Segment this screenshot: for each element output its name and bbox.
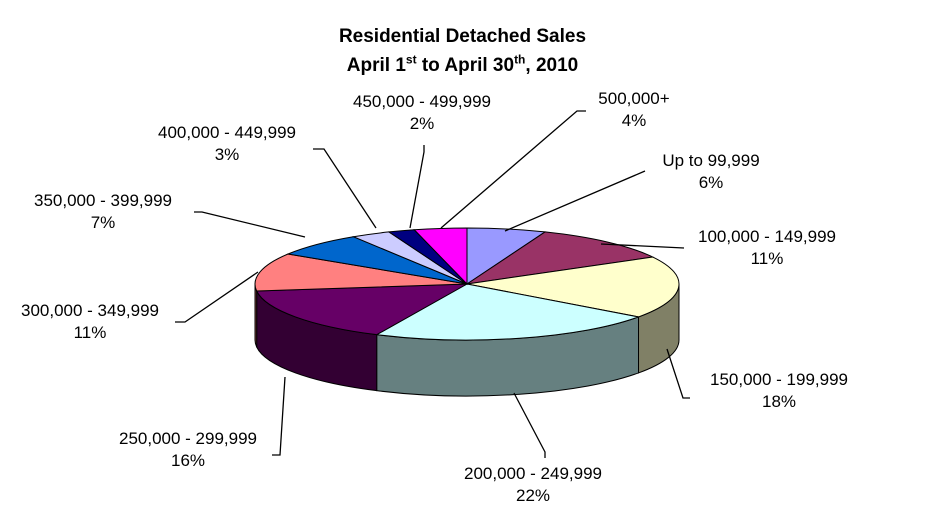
chart-title: Residential Detached Sales April 1st to … (0, 22, 925, 80)
slice-label-8: 450,000 - 499,999 (353, 92, 491, 111)
leader-line-4 (272, 376, 286, 456)
slice-label-4: 250,000 - 299,999 (119, 429, 257, 448)
slice-4 (255, 283, 468, 336)
slice-percent-2: 18% (762, 392, 796, 411)
slice-label-2: 150,000 - 199,999 (710, 370, 848, 389)
slice-label-9: 500,000+ (598, 89, 669, 108)
slice-percent-0: 6% (699, 173, 724, 192)
slice-percent-7: 3% (215, 145, 240, 164)
slice-label-7: 400,000 - 449,999 (158, 123, 296, 142)
slice-percent-9: 4% (622, 111, 647, 130)
slice-1 (466, 231, 655, 285)
slice-label-0: Up to 99,999 (662, 151, 759, 170)
leader-line-7 (313, 148, 377, 229)
leader-line-6 (194, 211, 306, 238)
leader-line-9 (440, 110, 586, 229)
leader-line-5 (175, 271, 259, 323)
leader-line-0 (504, 170, 646, 232)
pie-top-faces (254, 227, 680, 341)
leader-line-1 (600, 243, 685, 249)
slice-percent-4: 16% (171, 451, 205, 470)
slice-label-5: 300,000 - 349,999 (21, 301, 159, 320)
slice-percent-3: 22% (516, 486, 550, 505)
slice-label-3: 200,000 - 249,999 (464, 464, 602, 483)
slice-percent-6: 7% (91, 213, 116, 232)
slice-5 (254, 253, 468, 292)
leader-line-8 (409, 145, 425, 229)
slice-label-1: 100,000 - 149,999 (698, 227, 836, 246)
slice-percent-8: 2% (410, 114, 435, 133)
slice-percent-5: 11% (74, 323, 107, 342)
slice-percent-1: 11% (751, 249, 784, 268)
slice-wall-5 (254, 283, 258, 348)
chart-title-line2: April 1st to April 30th, 2010 (346, 52, 579, 76)
slice-labels: Up to 99,999 6% 100,000 - 149,999 11% 150,00… (21, 89, 848, 505)
slice-label-6: 350,000 - 399,999 (34, 191, 172, 210)
leader-lines (175, 110, 690, 458)
slice-9 (413, 227, 468, 286)
leader-line-2 (666, 348, 690, 399)
slice-2 (466, 256, 680, 318)
chart-title-line1: Residential Detached Sales (338, 26, 587, 47)
leader-line-3 (513, 392, 546, 458)
